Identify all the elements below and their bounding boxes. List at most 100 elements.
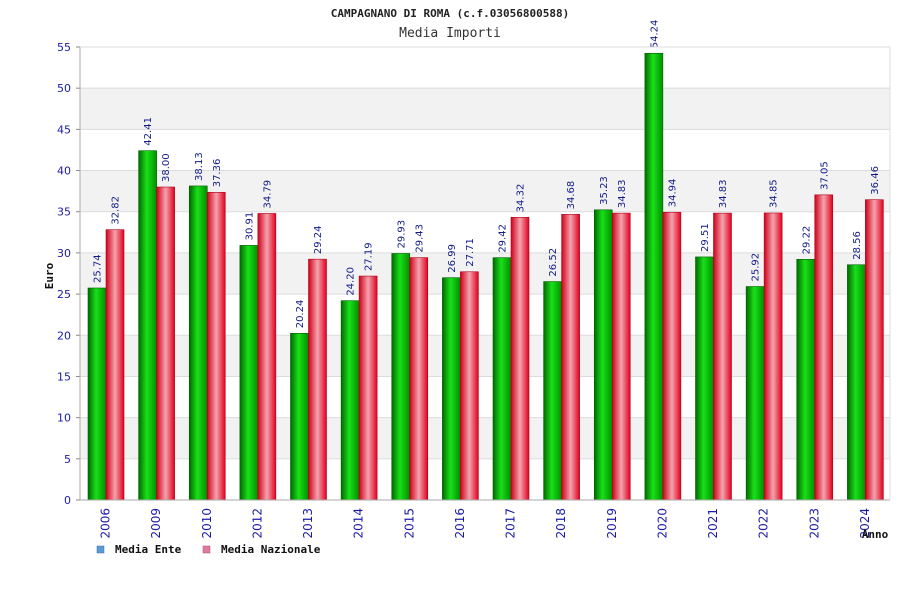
bar-media-nazionale-2009	[156, 186, 175, 501]
x-tick-label: 2014	[352, 508, 366, 539]
value-label: 26.99	[447, 244, 458, 273]
value-label: 32.82	[111, 196, 122, 225]
value-label: 54.24	[649, 20, 660, 49]
x-tick-label: 2009	[149, 508, 163, 539]
y-tick-label: 10	[57, 412, 71, 425]
y-tick-label: 25	[57, 288, 71, 301]
bar-media-nazionale-2015	[409, 257, 429, 501]
value-label: 37.36	[212, 159, 223, 188]
x-tick-label: 2018	[554, 508, 568, 539]
value-label: 28.56	[852, 231, 863, 260]
value-label: 29.42	[498, 224, 509, 253]
x-tick-label: 2013	[301, 508, 315, 539]
bar-media-nazionale-2021	[713, 212, 732, 501]
x-tick-label: 2006	[99, 508, 113, 539]
value-label: 42.41	[143, 117, 154, 146]
x-tick-label: 2012	[250, 508, 264, 539]
value-labels: 25.74 32.82 42.41 38.00 38.13 37.36 30.91 34.79…	[93, 20, 881, 329]
value-label: 27.71	[465, 238, 476, 267]
value-label: 29.93	[396, 220, 407, 249]
value-label: 25.74	[93, 254, 104, 283]
x-tick-label: 2016	[453, 508, 467, 539]
x-axis-label: Anno	[862, 528, 889, 541]
bar-media-nazionale-2012	[257, 213, 277, 501]
y-tick-label: 55	[57, 41, 71, 54]
bar-media-ente-2017	[492, 257, 512, 501]
x-tick-label: 2023	[807, 508, 821, 539]
bar-media-nazionale-2006	[105, 229, 125, 501]
value-label: 29.51	[700, 223, 711, 252]
legend-swatch-media-nazionale	[202, 545, 211, 554]
legend-label-media-ente: Media Ente	[115, 543, 182, 556]
value-label: 34.32	[516, 184, 527, 213]
y-tick-label: 30	[57, 247, 71, 260]
x-tick-label: 2022	[757, 508, 771, 539]
y-tick-label: 50	[57, 82, 71, 95]
chart-subtitle: Media Importi	[399, 26, 501, 41]
bar-media-nazionale-2016	[460, 271, 479, 501]
value-label: 38.13	[194, 152, 205, 181]
bar-media-ente-2020	[644, 52, 664, 501]
value-label: 36.46	[870, 166, 881, 195]
value-label: 34.79	[262, 180, 273, 209]
x-tick-label: 2015	[402, 508, 416, 539]
y-tick-label: 0	[64, 494, 71, 507]
value-label: 34.85	[769, 179, 780, 208]
bar-media-ente-2021	[695, 256, 714, 501]
bar-media-nazionale-2023	[814, 194, 834, 501]
value-label: 24.20	[346, 267, 357, 296]
chart-title: CAMPAGNANO DI ROMA (c.f.03056800588)	[331, 7, 569, 20]
value-label: 27.19	[364, 242, 375, 271]
value-label: 26.52	[548, 248, 559, 277]
value-label: 20.24	[295, 300, 306, 329]
bar-media-nazionale-2017	[510, 217, 530, 501]
x-tick-label: 2019	[605, 508, 619, 539]
bar-media-ente-2018	[543, 281, 562, 501]
legend-swatch-media-ente	[96, 545, 105, 554]
value-label: 35.23	[599, 176, 610, 205]
value-label: 29.43	[414, 224, 425, 253]
y-tick-label: 15	[57, 370, 71, 383]
y-tick-label: 40	[57, 165, 71, 178]
value-label: 34.68	[566, 181, 577, 210]
value-label: 29.24	[313, 226, 324, 255]
bar-media-ente-2024	[847, 264, 866, 501]
legend-label-media-nazionale: Media Nazionale	[221, 543, 321, 556]
bar-media-nazionale-2024	[865, 199, 884, 501]
bar-media-nazionale-2013	[308, 258, 327, 501]
value-label: 37.05	[819, 161, 830, 190]
bar-media-ente-2012	[239, 245, 259, 501]
value-label: 25.92	[751, 253, 762, 282]
bar-media-nazionale-2014	[358, 275, 378, 501]
legend: Media Ente Media Nazionale	[96, 543, 321, 556]
bar-media-nazionale-2022	[763, 212, 783, 501]
x-tick-label: 2017	[504, 508, 518, 539]
x-tick-label: 2010	[200, 508, 214, 539]
bar-media-ente-2010	[188, 185, 208, 501]
grid-band	[80, 88, 890, 130]
value-label: 30.91	[244, 212, 255, 241]
bar-media-ente-2019	[593, 209, 613, 501]
value-label: 34.83	[718, 179, 729, 208]
bar-media-ente-2023	[796, 259, 816, 501]
value-label: 34.94	[667, 179, 678, 208]
axes: 0 5 10 15 20 25 30 35 40 45 50 55 2006 2009 2010 2012 20…	[57, 41, 891, 539]
value-label: 34.83	[617, 179, 628, 208]
value-label: 29.22	[801, 226, 812, 255]
bars	[87, 52, 884, 501]
y-tick-label: 5	[64, 453, 71, 466]
bar-media-ente-2009	[138, 150, 157, 501]
bar-media-ente-2022	[745, 286, 765, 501]
x-tick-label: 2024	[858, 508, 872, 539]
bar-media-ente-2015	[391, 253, 411, 501]
y-axis-label: Euro	[43, 262, 56, 289]
bar-media-ente-2014	[340, 300, 360, 501]
bar-media-ente-2013	[290, 332, 309, 501]
y-tick-label: 20	[57, 329, 71, 342]
y-tick-label: 35	[57, 206, 71, 219]
bar-media-nazionale-2019	[611, 212, 631, 501]
value-label: 38.00	[161, 153, 172, 182]
bar-media-ente-2016	[442, 277, 461, 501]
bar-media-nazionale-2018	[561, 214, 580, 501]
